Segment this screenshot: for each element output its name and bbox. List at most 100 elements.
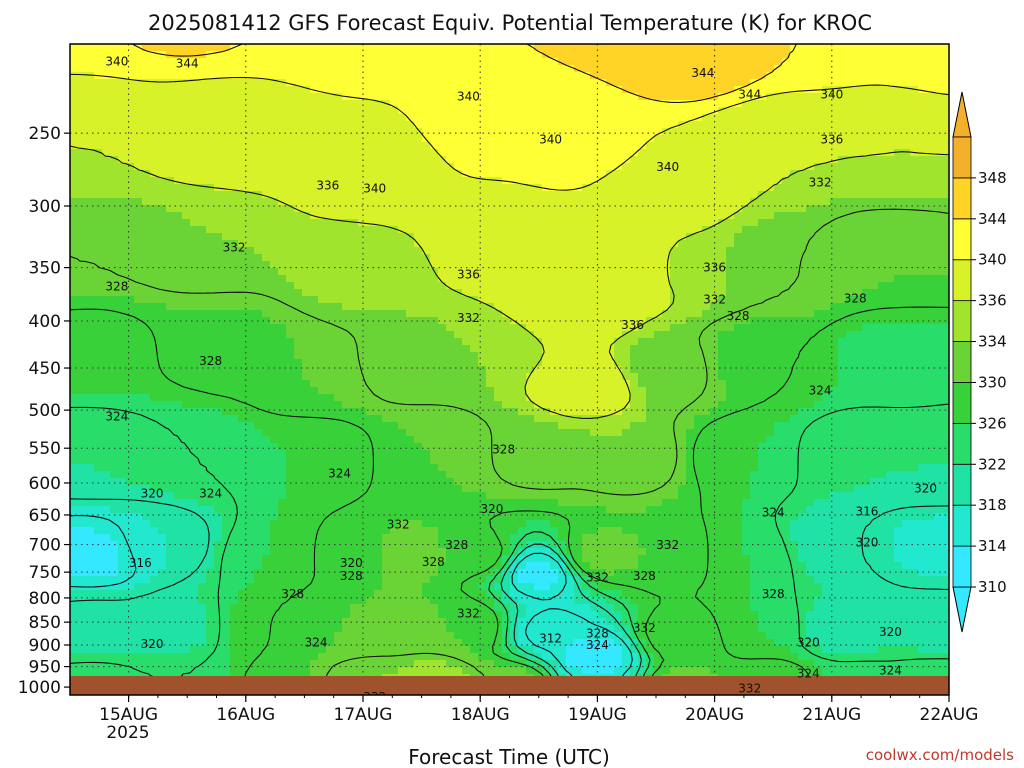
- field-cell: [486, 296, 495, 304]
- field-cell: [358, 289, 367, 297]
- field-cell: [774, 86, 783, 94]
- field-cell: [782, 100, 791, 108]
- field-cell: [510, 289, 519, 297]
- field-cell: [782, 114, 791, 122]
- field-cell: [334, 114, 343, 122]
- field-cell: [870, 121, 879, 129]
- field-cell: [734, 198, 743, 206]
- field-cell: [718, 163, 727, 171]
- field-cell: [222, 317, 231, 325]
- field-cell: [518, 282, 527, 290]
- field-cell: [734, 303, 743, 311]
- field-cell: [334, 261, 343, 269]
- field-cell: [750, 345, 759, 353]
- field-cell: [206, 44, 215, 52]
- field-cell: [806, 289, 815, 297]
- field-cell: [742, 44, 751, 52]
- field-cell: [294, 156, 303, 164]
- field-cell: [158, 44, 167, 52]
- field-cell: [230, 219, 239, 227]
- field-cell: [734, 142, 743, 150]
- field-cell: [862, 86, 871, 94]
- field-cell: [870, 191, 879, 199]
- field-cell: [814, 282, 823, 290]
- field-cell: [646, 247, 655, 255]
- field-cell: [246, 296, 255, 304]
- field-cell: [758, 338, 767, 346]
- field-cell: [478, 240, 487, 248]
- field-cell: [854, 296, 863, 304]
- field-cell: [334, 121, 343, 129]
- field-cell: [774, 324, 783, 332]
- field-cell: [694, 303, 703, 311]
- field-cell: [502, 93, 511, 101]
- field-cell: [486, 219, 495, 227]
- field-cell: [438, 184, 447, 192]
- field-cell: [310, 275, 319, 283]
- field-cell: [126, 79, 135, 87]
- field-cell: [598, 142, 607, 150]
- field-cell: [86, 359, 95, 367]
- field-cell: [654, 93, 663, 101]
- field-cell: [758, 289, 767, 297]
- field-cell: [382, 177, 391, 185]
- field-cell: [310, 184, 319, 192]
- field-cell: [102, 352, 111, 360]
- field-cell: [694, 275, 703, 283]
- field-cell: [878, 93, 887, 101]
- field-cell: [566, 114, 575, 122]
- field-cell: [150, 114, 159, 122]
- field-cell: [214, 114, 223, 122]
- field-cell: [694, 170, 703, 178]
- field-cell: [94, 205, 103, 213]
- field-cell: [614, 317, 623, 325]
- field-cell: [926, 296, 935, 304]
- field-cell: [142, 177, 151, 185]
- field-cell: [462, 107, 471, 115]
- field-cell: [438, 303, 447, 311]
- field-cell: [846, 226, 855, 234]
- field-cell: [262, 156, 271, 164]
- field-cell: [270, 184, 279, 192]
- field-cell: [166, 149, 175, 157]
- field-cell: [758, 149, 767, 157]
- field-cell: [550, 212, 559, 220]
- field-cell: [406, 261, 415, 269]
- field-cell: [302, 100, 311, 108]
- field-cell: [510, 247, 519, 255]
- field-cell: [486, 198, 495, 206]
- field-cell: [254, 51, 263, 59]
- field-cell: [502, 72, 511, 80]
- field-cell: [646, 149, 655, 157]
- field-cell: [150, 268, 159, 276]
- field-cell: [478, 170, 487, 178]
- field-cell: [318, 170, 327, 178]
- field-cell: [318, 191, 327, 199]
- field-cell: [526, 226, 535, 234]
- field-cell: [486, 261, 495, 269]
- field-cell: [822, 268, 831, 276]
- field-cell: [662, 170, 671, 178]
- field-cell: [310, 268, 319, 276]
- field-cell: [110, 44, 119, 52]
- field-cell: [294, 345, 303, 353]
- field-cell: [614, 240, 623, 248]
- field-cell: [190, 184, 199, 192]
- field-cell: [742, 177, 751, 185]
- field-cell: [518, 163, 527, 171]
- field-cell: [502, 338, 511, 346]
- field-cell: [910, 107, 919, 115]
- field-cell: [302, 128, 311, 136]
- field-cell: [510, 163, 519, 171]
- field-cell: [510, 205, 519, 213]
- field-cell: [166, 72, 175, 80]
- field-cell: [878, 289, 887, 297]
- field-cell: [694, 233, 703, 241]
- field-cell: [686, 331, 695, 339]
- field-cell: [806, 177, 815, 185]
- field-cell: [230, 149, 239, 157]
- field-cell: [486, 310, 495, 318]
- field-cell: [294, 331, 303, 339]
- field-cell: [534, 268, 543, 276]
- field-cell: [550, 198, 559, 206]
